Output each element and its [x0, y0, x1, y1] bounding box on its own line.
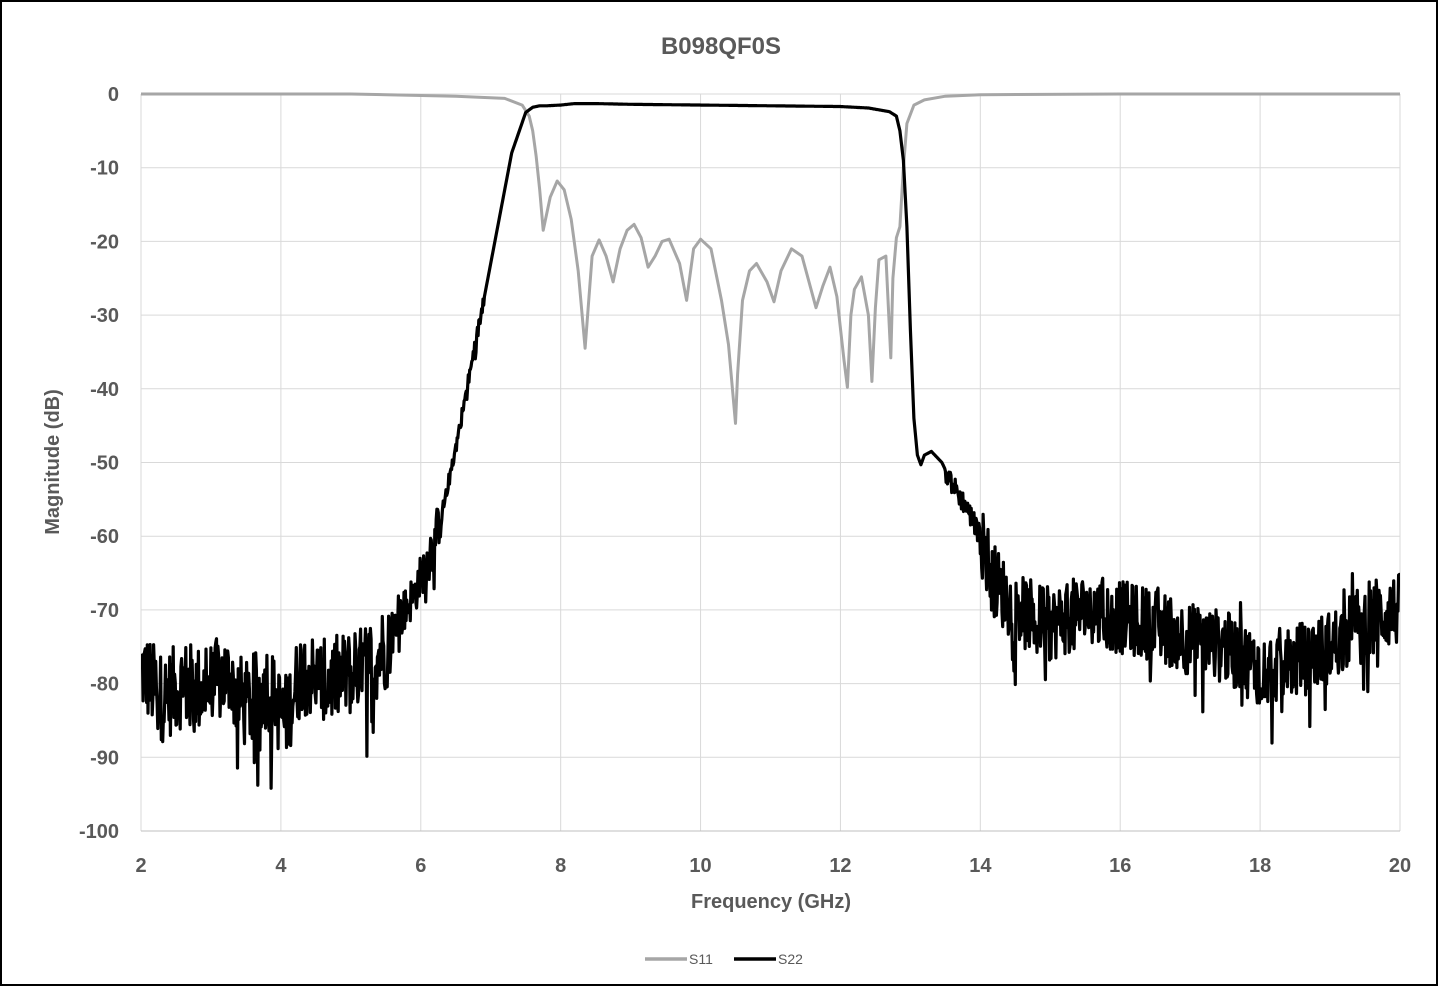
y-tick-label: -60 — [90, 526, 119, 548]
x-tick-label: 2 — [135, 855, 146, 877]
y-tick-labels: 0 -10 -20 -30 -40 -50 -60 -70 -80 -90 -100 — [79, 84, 119, 843]
x-tick-labels: 2 4 6 8 10 12 14 16 18 20 — [135, 855, 1411, 877]
y-tick-label: -10 — [90, 158, 119, 180]
x-tick-label: 14 — [969, 855, 992, 877]
y-tick-label: -40 — [90, 379, 119, 401]
y-tick-label: -90 — [90, 747, 119, 769]
plot-area — [141, 92, 1400, 790]
y-axis-label: Magnitude (dB) — [42, 389, 64, 535]
x-tick-label: 18 — [1249, 855, 1271, 877]
y-tick-label: -70 — [90, 600, 119, 622]
x-tick-label: 4 — [275, 855, 287, 877]
chart-title: B098QF0S — [661, 33, 781, 60]
x-tick-label: 6 — [415, 855, 426, 877]
y-tick-label: -20 — [90, 231, 119, 253]
y-tick-label: 0 — [108, 84, 119, 106]
y-tick-label: -50 — [90, 453, 119, 475]
y-tick-label: -100 — [79, 821, 119, 843]
x-tick-label: 16 — [1109, 855, 1131, 877]
series-line-s11 — [141, 92, 1400, 425]
x-tick-label: 12 — [829, 855, 851, 877]
y-tick-label: -80 — [90, 674, 119, 696]
legend-label-s11: S11 — [689, 951, 713, 967]
x-tick-label: 8 — [555, 855, 566, 877]
x-tick-label: 20 — [1389, 855, 1411, 877]
x-tick-label: 10 — [689, 855, 711, 877]
legend: S11 S22 — [645, 951, 803, 967]
series-line-s22 — [141, 102, 1400, 790]
x-axis-label: Frequency (GHz) — [691, 891, 851, 913]
legend-label-s22: S22 — [778, 951, 803, 967]
y-tick-label: -30 — [90, 305, 119, 327]
grid — [140, 93, 1401, 832]
